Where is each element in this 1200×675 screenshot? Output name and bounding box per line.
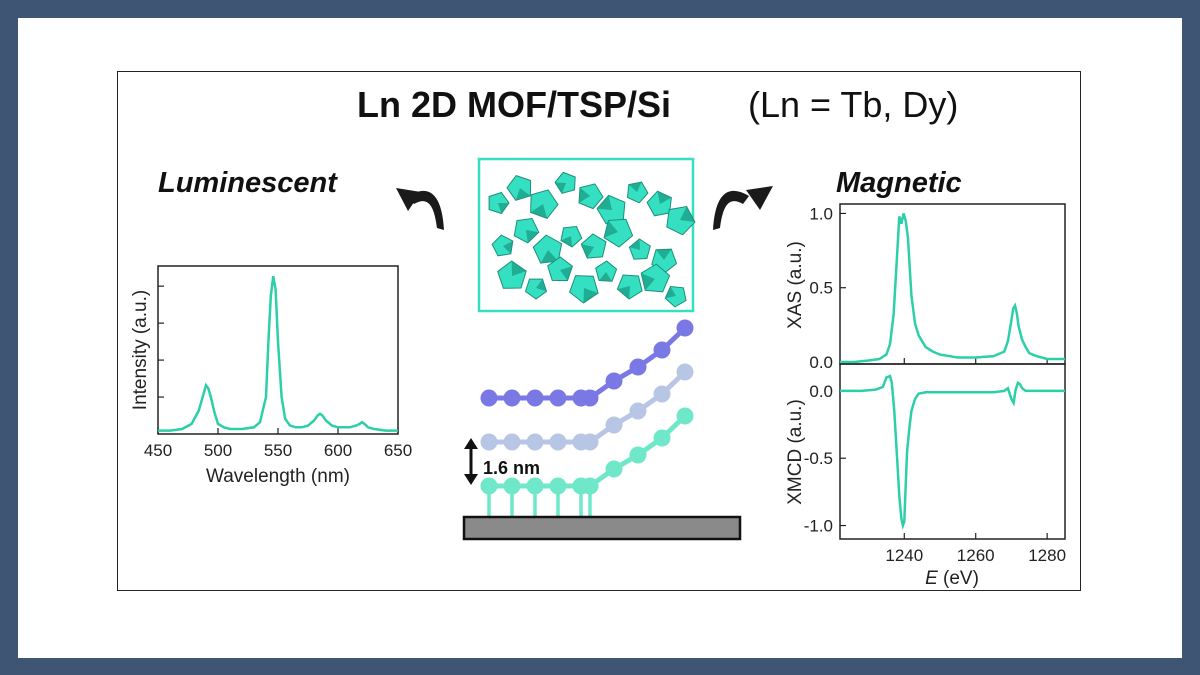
luminescent-label: Luminescent — [158, 167, 338, 199]
mof-polyhedron-shade — [511, 261, 527, 276]
xmcd-plot-frame — [839, 363, 1066, 540]
left-curved-arrow — [396, 188, 444, 230]
luminescence-x-tick-label: 500 — [204, 441, 232, 460]
chain-node — [549, 433, 567, 451]
mof-polyhedron-shade — [597, 195, 612, 210]
xmcd-series-line — [840, 374, 1065, 531]
mof-polyhedron-shade — [617, 286, 630, 299]
slide-background — [18, 18, 1182, 658]
magnetic-label: Magnetic — [836, 167, 962, 199]
chain-node — [480, 477, 498, 495]
xmcd-x-tick-label: 1260 — [957, 546, 995, 565]
luminescence-series-line — [158, 275, 398, 432]
double-arrow-icon — [464, 438, 478, 485]
spacing-label: 1.6 nm — [483, 458, 540, 478]
mof-polyhedron-shade — [657, 191, 672, 204]
mof-polyhedron — [578, 183, 604, 210]
mof-polyhedron-shade — [560, 266, 573, 281]
xas-chart: 0.0 0.5 1.0 XAS (a.u.) — [785, 203, 1066, 372]
mof-polyhedron-shade — [515, 188, 531, 201]
chain-node — [549, 389, 567, 407]
xmcd-y-tick-label: -0.5 — [804, 449, 833, 468]
chain-node — [629, 402, 647, 420]
chain-node — [549, 477, 567, 495]
mof-polyhedron-shade — [540, 250, 559, 264]
mof-structure-image — [477, 157, 696, 313]
mof-polyhedron-shade — [628, 182, 642, 192]
chain-node — [581, 433, 599, 451]
xmcd-y-axis-label: XMCD (a.u.) — [785, 399, 806, 505]
xmcd-x-tick-label: 1280 — [1028, 546, 1066, 565]
luminescence-x-tick-label: 650 — [384, 441, 412, 460]
mof-polyhedron-shade — [604, 220, 618, 238]
chain-node — [676, 363, 694, 381]
xas-y-tick-label: 1.0 — [809, 204, 833, 223]
chain-node — [653, 385, 671, 403]
mof-polyhedron-shade — [656, 249, 672, 260]
chain-node — [480, 389, 498, 407]
chain-node — [526, 477, 544, 495]
chain-node — [653, 341, 671, 359]
chain-node — [676, 319, 694, 337]
mof-polyhedron-shade — [526, 230, 539, 243]
mof-polyhedron-shade — [641, 273, 655, 291]
mof-polyhedron-shade — [665, 286, 676, 299]
mof-polyhedron-shade — [680, 206, 695, 223]
chain-node — [653, 429, 671, 447]
chain-node — [605, 372, 623, 390]
xas-plot-frame — [839, 203, 1066, 365]
mof-polyhedron-shade — [629, 239, 640, 250]
chain-node — [503, 389, 521, 407]
xas-y-tick-label: 0.5 — [809, 279, 833, 298]
mof-polyhedron-shade — [581, 244, 594, 259]
mof-polyhedron-shade — [498, 203, 509, 214]
chain-node — [526, 433, 544, 451]
figure-title: Ln 2D MOF/TSP/Si — [357, 84, 671, 125]
luminescence-x-tick-label: 450 — [144, 441, 172, 460]
xmcd-x-axis-unit: (eV) — [938, 568, 979, 589]
xmcd-x-axis-symbol: E — [925, 568, 938, 589]
monolayer-schematic: 1.6 nm — [462, 319, 742, 541]
chain-node — [676, 407, 694, 425]
mof-polyhedron-shade — [536, 279, 547, 292]
mof-polyhedron-shade — [599, 272, 612, 282]
mof-polyhedron-shade — [503, 241, 513, 254]
xas-y-axis-label: XAS (a.u.) — [785, 241, 806, 329]
chain-node — [526, 389, 544, 407]
chain-node — [581, 477, 599, 495]
silicon-substrate — [462, 515, 742, 541]
chain-node — [480, 433, 498, 451]
chain-backbone — [486, 325, 688, 401]
chain-node — [605, 416, 623, 434]
mof-polyhedron-shade — [583, 288, 599, 303]
luminescence-x-tick-label: 600 — [324, 441, 352, 460]
chain-node — [581, 389, 599, 407]
figure-frame — [117, 71, 1081, 591]
chain-node — [629, 446, 647, 464]
chain-node — [629, 358, 647, 376]
right-curved-arrow — [713, 186, 773, 230]
mof-polyhedron-shade — [555, 182, 566, 194]
xas-series-line — [840, 213, 1065, 364]
chain-node — [503, 477, 521, 495]
mof-polyhedron-shade — [530, 204, 548, 219]
mof-polyhedron-shade — [561, 236, 573, 247]
xas-y-tick-label: 0.0 — [809, 353, 833, 372]
chain-backbone — [486, 369, 688, 445]
xmcd-chart: 1240 1260 1280 0.0 -0.5 -1.0 XMCD (a.u.) E (e… — [785, 363, 1066, 589]
mof-polyhedron-shade — [579, 187, 590, 203]
xmcd-y-tick-label: 0.0 — [809, 382, 833, 401]
luminescence-chart: 450 500 550 600 650 Wavelength (nm) Intensit… — [130, 265, 412, 487]
luminescence-x-tick-label: 550 — [264, 441, 292, 460]
xmcd-x-tick-label: 1240 — [885, 546, 923, 565]
luminescence-x-axis-label: Wavelength (nm) — [206, 466, 350, 487]
xmcd-y-tick-label: -1.0 — [804, 517, 833, 536]
chain-node — [503, 433, 521, 451]
chain-node — [605, 460, 623, 478]
xmcd-x-axis-label: E (eV) — [925, 568, 979, 589]
luminescence-y-axis-label: Intensity (a.u.) — [130, 290, 151, 410]
figure-subtitle: (Ln = Tb, Dy) — [748, 84, 958, 125]
